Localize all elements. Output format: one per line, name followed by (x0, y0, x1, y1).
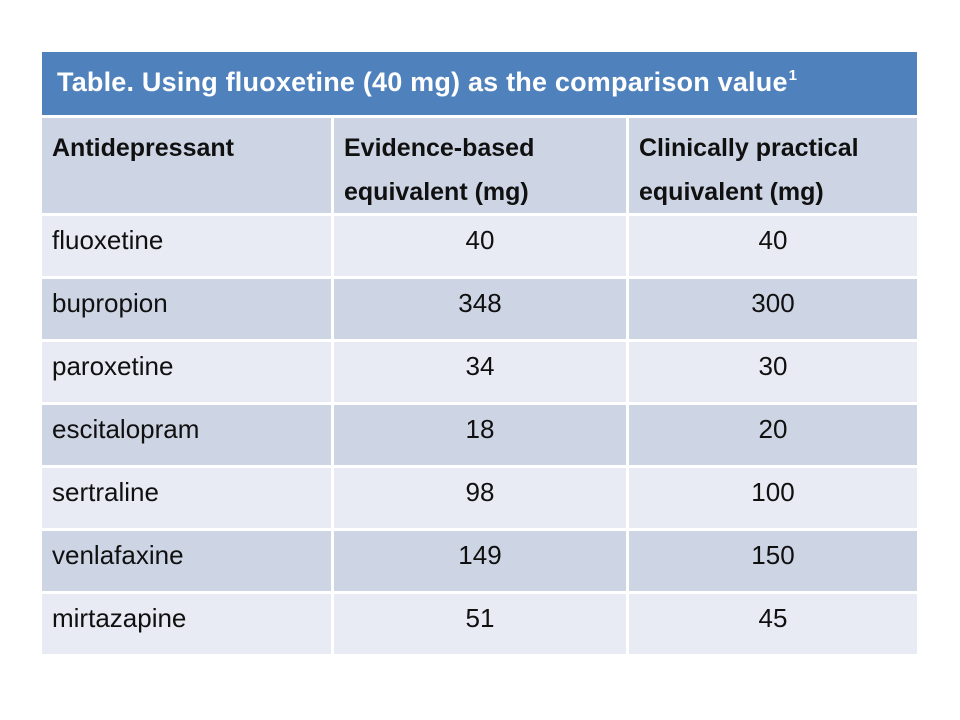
evidence-value-cell: 348 (334, 279, 626, 339)
evidence-value-cell: 149 (334, 531, 626, 591)
practical-value-cell: 40 (629, 216, 917, 276)
drug-name-cell: fluoxetine (42, 216, 331, 276)
table-row: sertraline 98 100 (42, 468, 917, 528)
column-header-evidence-equivalent: Evidence-based equivalent (mg) (334, 118, 626, 213)
evidence-value-cell: 51 (334, 594, 626, 654)
practical-value-cell: 150 (629, 531, 917, 591)
table-title: Table. Using fluoxetine (40 mg) as the c… (57, 67, 788, 97)
drug-name-cell: sertraline (42, 468, 331, 528)
table-row: venlafaxine 149 150 (42, 531, 917, 591)
drug-name-cell: venlafaxine (42, 531, 331, 591)
column-header-antidepressant: Antidepressant (42, 118, 331, 213)
practical-value-cell: 20 (629, 405, 917, 465)
table-title-bar: Table. Using fluoxetine (40 mg) as the c… (42, 52, 917, 115)
drug-name-cell: bupropion (42, 279, 331, 339)
evidence-value-cell: 34 (334, 342, 626, 402)
drug-name-cell: escitalopram (42, 405, 331, 465)
table-row: fluoxetine 40 40 (42, 216, 917, 276)
table-row: mirtazapine 51 45 (42, 594, 917, 654)
practical-value-cell: 300 (629, 279, 917, 339)
evidence-value-cell: 98 (334, 468, 626, 528)
table-row: bupropion 348 300 (42, 279, 917, 339)
practical-value-cell: 45 (629, 594, 917, 654)
evidence-value-cell: 18 (334, 405, 626, 465)
table-header-row: Antidepressant Evidence-based equivalent… (42, 118, 917, 213)
evidence-value-cell: 40 (334, 216, 626, 276)
practical-value-cell: 30 (629, 342, 917, 402)
equivalence-table: Table. Using fluoxetine (40 mg) as the c… (42, 52, 917, 654)
table-row: escitalopram 18 20 (42, 405, 917, 465)
drug-name-cell: paroxetine (42, 342, 331, 402)
column-header-practical-equivalent: Clinically practical equivalent (mg) (629, 118, 917, 213)
table-row: paroxetine 34 30 (42, 342, 917, 402)
drug-name-cell: mirtazapine (42, 594, 331, 654)
practical-value-cell: 100 (629, 468, 917, 528)
